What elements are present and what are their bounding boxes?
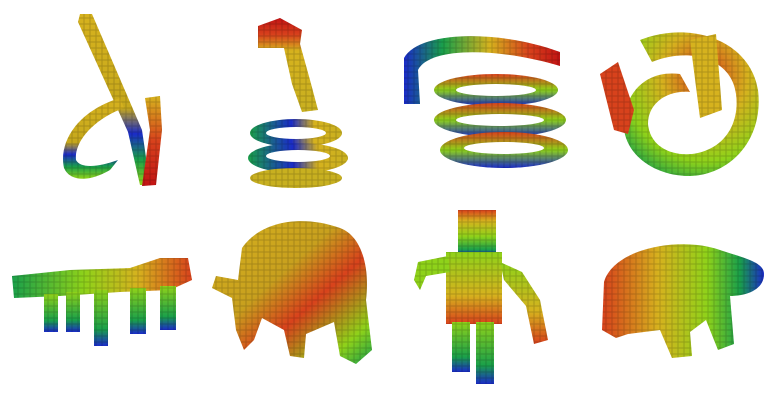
voxel-model-snake bbox=[248, 18, 348, 188]
voxel-model-knot bbox=[600, 32, 759, 176]
voxel-model-humanoid bbox=[414, 210, 548, 384]
voxel-model-spring bbox=[404, 36, 568, 168]
voxel-model-elephant bbox=[212, 221, 372, 364]
voxel-model-turtle bbox=[602, 244, 764, 358]
voxel-model-curl bbox=[63, 14, 162, 186]
voxel-model-quadruped bbox=[12, 258, 192, 346]
